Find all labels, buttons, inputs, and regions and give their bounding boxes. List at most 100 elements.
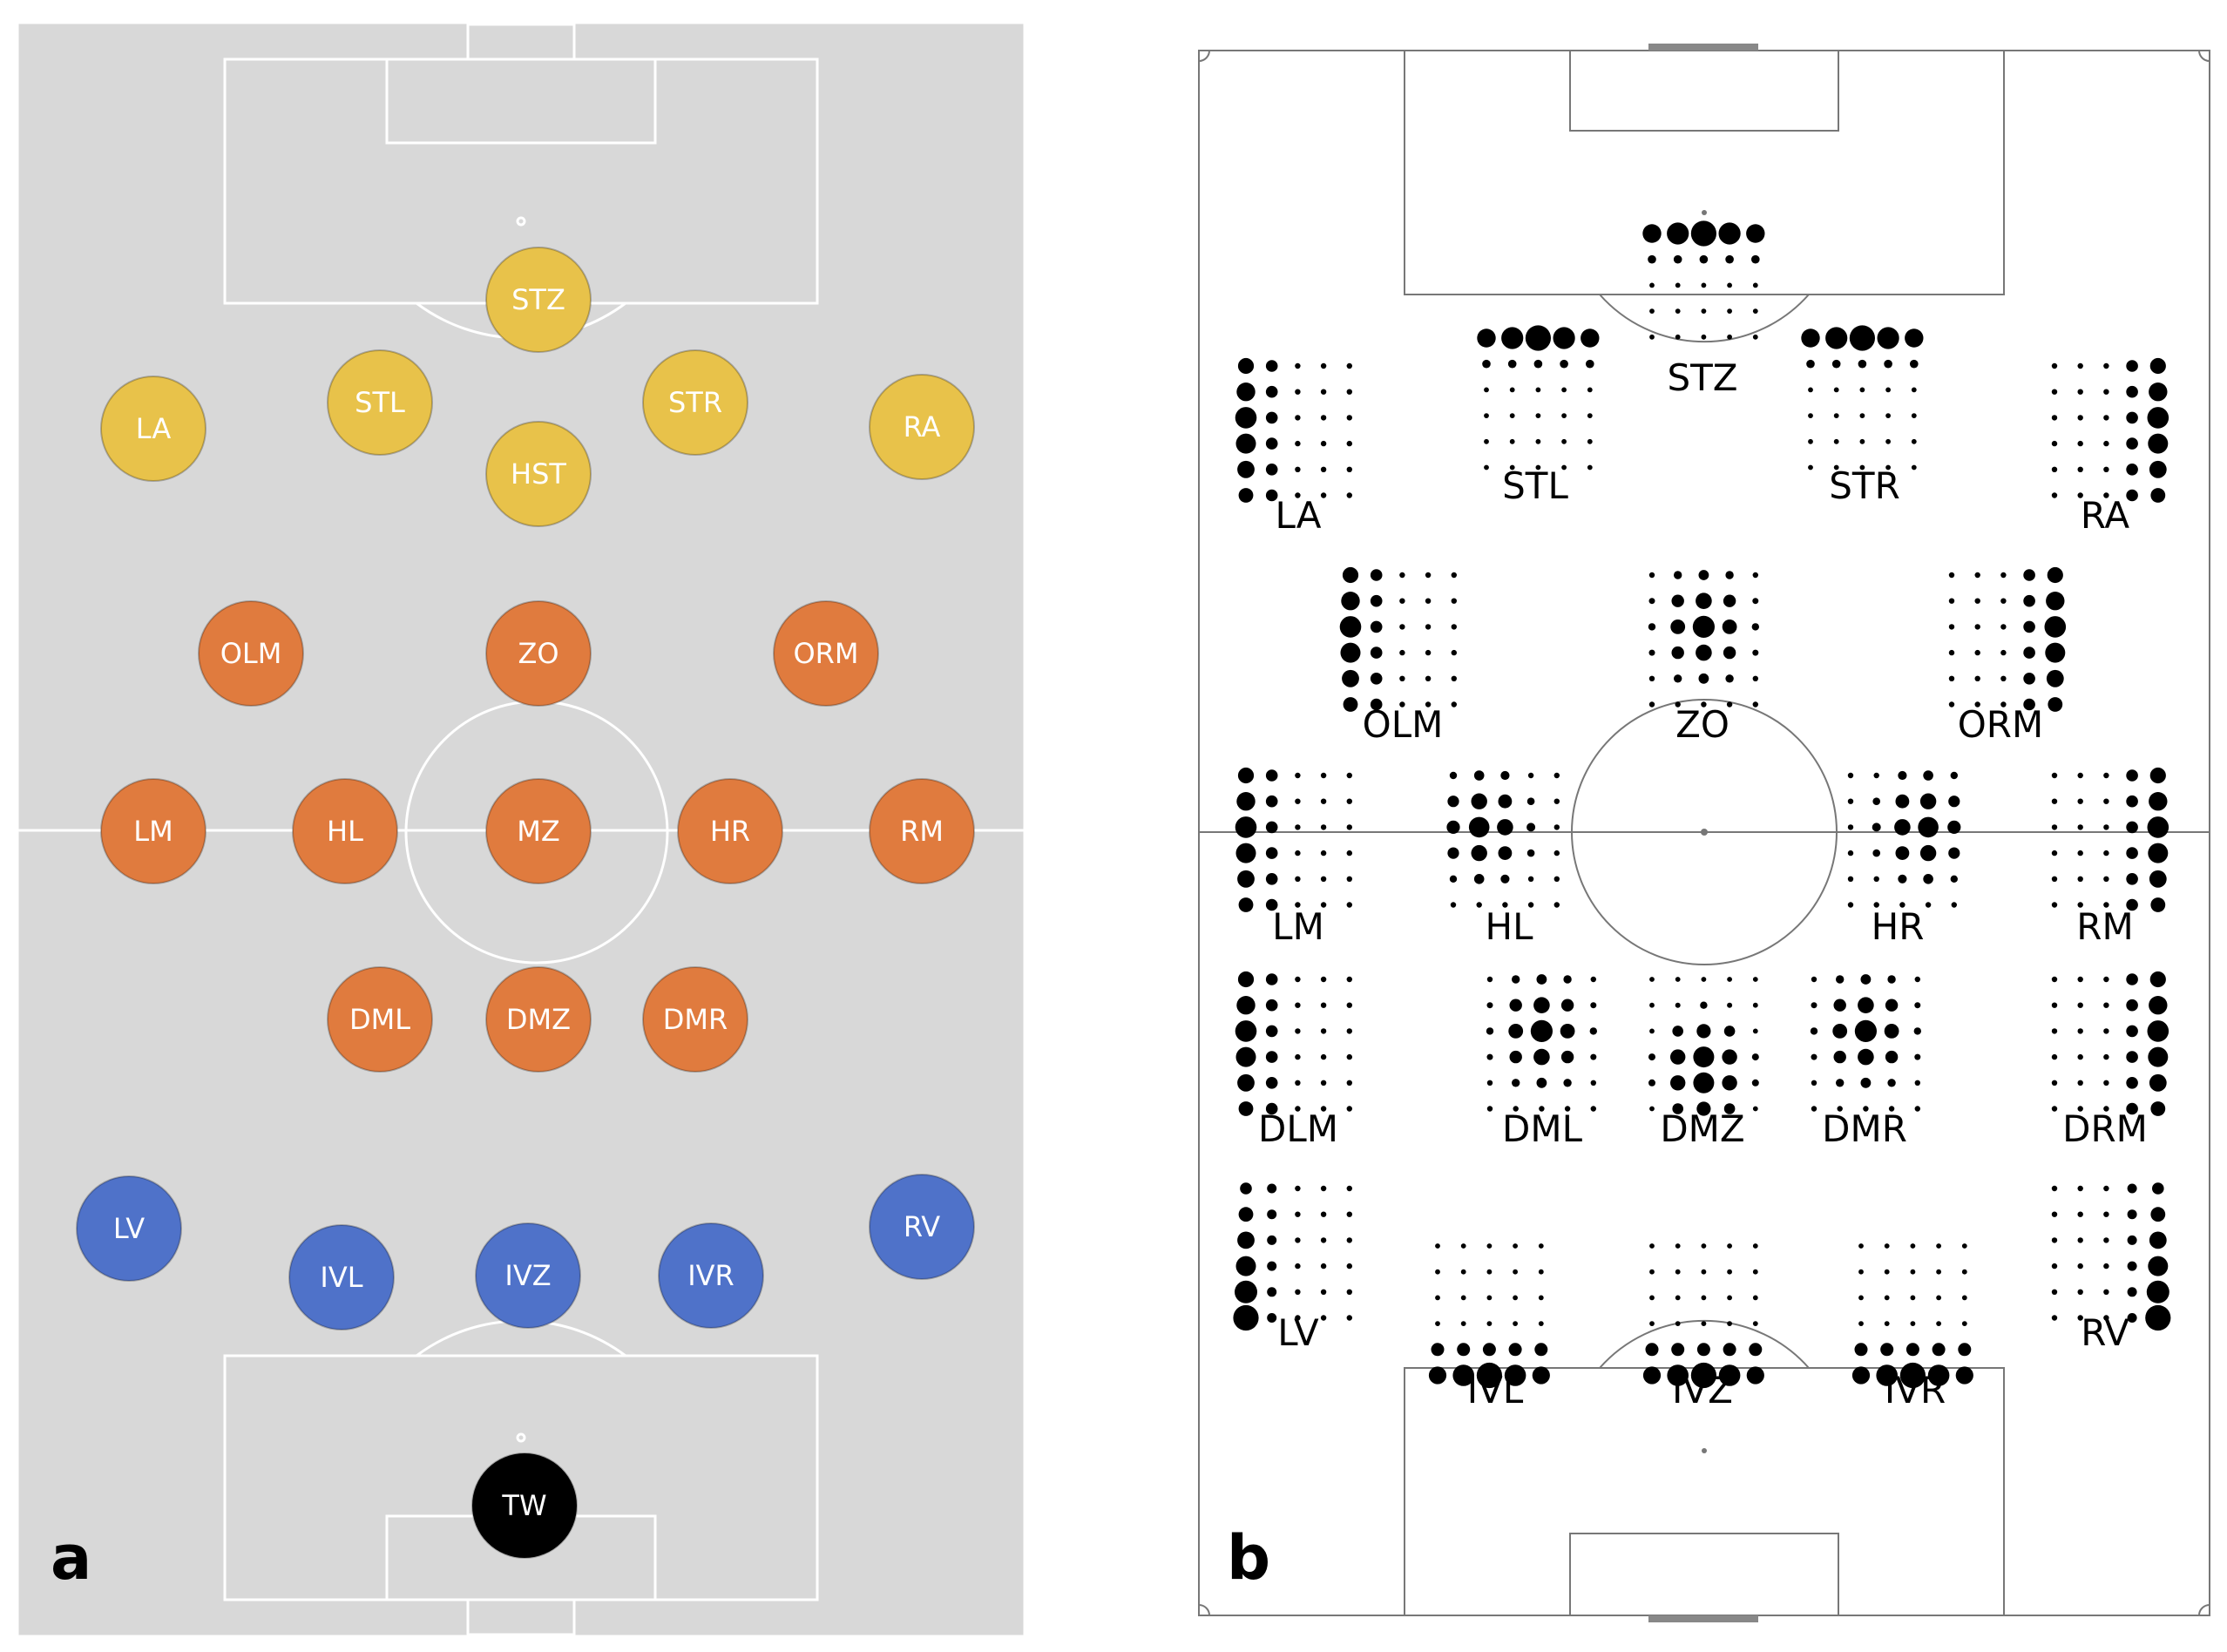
dot	[1746, 224, 1765, 243]
dot	[2000, 624, 2007, 630]
dot	[1295, 1237, 1301, 1243]
dot	[1872, 849, 1880, 857]
dot	[1449, 875, 1458, 883]
dot	[1482, 359, 1491, 369]
dot	[1346, 440, 1353, 447]
dot	[1690, 220, 1716, 247]
position-dml: DML	[327, 966, 433, 1073]
dot	[2149, 971, 2166, 988]
dot	[1675, 1321, 1681, 1326]
dot	[1267, 1313, 1277, 1323]
dot	[1670, 620, 1686, 634]
dot	[1860, 974, 1872, 985]
dot	[1914, 976, 1920, 983]
dot	[1752, 1002, 1758, 1008]
dot	[1370, 620, 1383, 633]
dot	[1649, 1295, 1655, 1301]
panel-b-goal-bottom	[1648, 1615, 1758, 1622]
position-marker	[485, 778, 592, 884]
dot	[1346, 850, 1353, 856]
position-marker	[485, 247, 592, 353]
dot	[1649, 1106, 1655, 1112]
dot	[1727, 1243, 1732, 1249]
dot	[2048, 697, 2063, 712]
dot	[1648, 598, 1655, 605]
dot	[2051, 824, 2058, 830]
dot	[1237, 971, 1255, 988]
dot	[2126, 1051, 2138, 1063]
dot	[1672, 1103, 1683, 1114]
dot	[1675, 1002, 1681, 1008]
dot	[1885, 999, 1899, 1012]
dot	[1948, 796, 1960, 808]
dot	[2126, 795, 2138, 808]
panel-a: STZ LA STL STR RA HST OLM ZO ORM LM HL MZ HR RM DML DMZ…	[16, 21, 1026, 1638]
dot	[1265, 437, 1278, 450]
dot	[1561, 413, 1567, 418]
dot	[1859, 438, 1865, 444]
panel-b: STZ STL STR LA RA OLM ZO ORM LM HL HR RM DLM DML DMZ DM…	[1198, 44, 2210, 1622]
dot	[1923, 770, 1933, 781]
dot	[2051, 362, 2058, 369]
dot	[1670, 1075, 1686, 1091]
dot	[1905, 328, 1924, 348]
dot	[1295, 824, 1301, 830]
dot	[2146, 1280, 2169, 1303]
dot	[1847, 850, 1854, 856]
position-label: LM	[133, 815, 173, 848]
dot	[2149, 1073, 2167, 1092]
dot	[1581, 328, 1600, 348]
dot	[2077, 798, 2083, 804]
position-label: IVZ	[504, 1259, 551, 1292]
dot	[1884, 1024, 1899, 1039]
dot	[1863, 1106, 1869, 1112]
dot	[1723, 1103, 1736, 1114]
dot	[1425, 598, 1432, 604]
dot	[1560, 999, 1574, 1012]
dot	[1265, 1025, 1278, 1038]
position-ivl: IVL	[288, 1224, 395, 1330]
dot	[1237, 870, 1255, 888]
dot	[2051, 798, 2058, 804]
dot	[2103, 1315, 2109, 1321]
dot	[1586, 359, 1594, 369]
dot	[1533, 1048, 1550, 1066]
dot	[1811, 1002, 1817, 1009]
position-marker	[642, 349, 748, 456]
dot	[1295, 466, 1301, 472]
dot	[2077, 1289, 2083, 1296]
dot	[1936, 1321, 1942, 1326]
dot	[1370, 594, 1383, 607]
dot	[1265, 821, 1278, 834]
dot	[1910, 1269, 1916, 1275]
dot	[1696, 592, 1712, 609]
dot-grid-ivl	[1428, 1243, 1550, 1389]
panel-b-letter: b	[1227, 1522, 1270, 1594]
dot	[1876, 1364, 1898, 1386]
dot-grid-ra	[2051, 357, 2169, 503]
dot	[2051, 1002, 2058, 1008]
dot	[1320, 976, 1327, 983]
dot	[1509, 1050, 1522, 1064]
dot	[1649, 308, 1655, 314]
dot	[1961, 1269, 1967, 1275]
dot	[1914, 1053, 1921, 1060]
dot	[1727, 1321, 1732, 1326]
position-label: STL	[355, 386, 405, 419]
dot	[1808, 387, 1813, 393]
dot	[1346, 1211, 1353, 1217]
dot	[2051, 1028, 2058, 1034]
dot	[1447, 847, 1459, 859]
dot	[1880, 1343, 1894, 1357]
dot	[2147, 407, 2169, 429]
dot	[2126, 769, 2138, 782]
dot	[1320, 1315, 1327, 1321]
dot	[2149, 792, 2168, 811]
dot	[1752, 1243, 1758, 1249]
dot	[1527, 876, 1534, 882]
dot	[1696, 1101, 1711, 1116]
dot	[1533, 997, 1550, 1013]
dot	[1831, 359, 1841, 369]
dot	[1553, 876, 1560, 882]
dot	[1955, 1366, 1973, 1385]
